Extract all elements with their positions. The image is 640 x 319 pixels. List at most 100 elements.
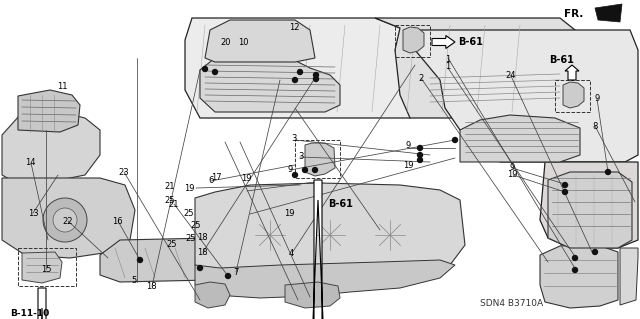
Text: 18: 18 <box>198 233 208 242</box>
Polygon shape <box>403 27 424 53</box>
Text: 19: 19 <box>241 174 252 182</box>
Text: 20: 20 <box>220 38 230 47</box>
Text: 6: 6 <box>209 176 214 185</box>
Polygon shape <box>18 90 80 132</box>
Text: 25: 25 <box>190 221 200 230</box>
Circle shape <box>605 169 611 174</box>
Text: SDN4 B3710A: SDN4 B3710A <box>480 300 543 308</box>
Bar <box>295 140 340 178</box>
Circle shape <box>53 208 77 232</box>
Polygon shape <box>565 65 579 80</box>
Polygon shape <box>195 260 455 298</box>
Text: 12: 12 <box>289 23 300 32</box>
Circle shape <box>314 72 319 78</box>
Polygon shape <box>620 248 638 305</box>
Circle shape <box>312 167 317 173</box>
Text: 25: 25 <box>184 209 194 218</box>
Text: 14: 14 <box>26 158 36 167</box>
Text: 9: 9 <box>509 163 515 172</box>
Text: B-61: B-61 <box>328 199 353 209</box>
Text: B-61: B-61 <box>550 55 575 65</box>
Text: FR.: FR. <box>564 9 583 19</box>
Circle shape <box>292 173 298 177</box>
Text: 23: 23 <box>118 168 129 177</box>
Circle shape <box>138 257 143 263</box>
Circle shape <box>417 158 422 162</box>
Text: 7: 7 <box>233 268 238 277</box>
Circle shape <box>417 152 422 158</box>
Text: 1: 1 <box>445 63 451 71</box>
Text: 13: 13 <box>28 209 38 218</box>
Text: 17: 17 <box>211 173 221 182</box>
Polygon shape <box>35 288 49 319</box>
Circle shape <box>212 70 218 75</box>
Text: 11: 11 <box>58 82 68 91</box>
Circle shape <box>314 77 319 81</box>
Circle shape <box>593 249 598 255</box>
Text: 5: 5 <box>132 276 137 285</box>
Polygon shape <box>311 180 325 319</box>
Text: 3: 3 <box>298 152 303 161</box>
Polygon shape <box>540 162 638 248</box>
Polygon shape <box>548 172 632 248</box>
Circle shape <box>303 167 307 173</box>
Polygon shape <box>305 143 335 176</box>
Text: 21: 21 <box>168 200 179 209</box>
Text: B-61: B-61 <box>458 37 483 47</box>
Text: 19: 19 <box>184 184 195 193</box>
Circle shape <box>198 265 202 271</box>
Bar <box>18 248 76 286</box>
Polygon shape <box>185 18 432 118</box>
Circle shape <box>573 268 577 272</box>
Polygon shape <box>195 282 230 308</box>
Text: 21: 21 <box>164 182 175 191</box>
Bar <box>395 25 430 57</box>
Polygon shape <box>375 18 580 118</box>
Polygon shape <box>2 178 135 258</box>
Text: 18: 18 <box>198 248 208 256</box>
Circle shape <box>563 189 568 195</box>
Polygon shape <box>405 30 638 162</box>
Circle shape <box>225 273 230 278</box>
Polygon shape <box>22 252 62 283</box>
Circle shape <box>417 145 422 151</box>
Polygon shape <box>460 115 580 162</box>
Text: 16: 16 <box>112 217 122 226</box>
Circle shape <box>563 182 568 188</box>
Text: 2: 2 <box>419 74 424 83</box>
Circle shape <box>298 70 303 75</box>
Polygon shape <box>563 82 584 108</box>
Text: 3: 3 <box>292 134 297 143</box>
Text: 9: 9 <box>406 141 411 150</box>
Text: B-11-10: B-11-10 <box>10 308 49 317</box>
Circle shape <box>573 256 577 261</box>
Circle shape <box>202 66 207 71</box>
Polygon shape <box>205 20 315 62</box>
Text: 1: 1 <box>445 55 451 63</box>
Polygon shape <box>540 244 618 308</box>
Text: 10: 10 <box>238 38 248 47</box>
Circle shape <box>452 137 458 143</box>
Polygon shape <box>2 112 100 185</box>
Polygon shape <box>200 58 340 112</box>
Text: 25: 25 <box>186 234 196 243</box>
Text: 25: 25 <box>164 197 175 205</box>
Text: 24: 24 <box>506 71 516 80</box>
Text: 19: 19 <box>507 170 517 179</box>
Text: 25: 25 <box>166 241 177 249</box>
Text: 19: 19 <box>403 161 413 170</box>
Text: 9: 9 <box>595 94 600 103</box>
Text: 8: 8 <box>593 122 598 130</box>
Polygon shape <box>100 238 250 282</box>
Polygon shape <box>195 183 465 285</box>
Polygon shape <box>595 4 622 22</box>
Text: 15: 15 <box>41 265 51 274</box>
Text: 9: 9 <box>287 165 292 174</box>
Text: 18: 18 <box>147 282 157 291</box>
Text: 4: 4 <box>289 249 294 258</box>
Polygon shape <box>285 282 340 308</box>
Bar <box>555 80 590 112</box>
Text: 22: 22 <box>62 217 72 226</box>
Text: 19: 19 <box>284 209 294 218</box>
Polygon shape <box>432 35 455 48</box>
